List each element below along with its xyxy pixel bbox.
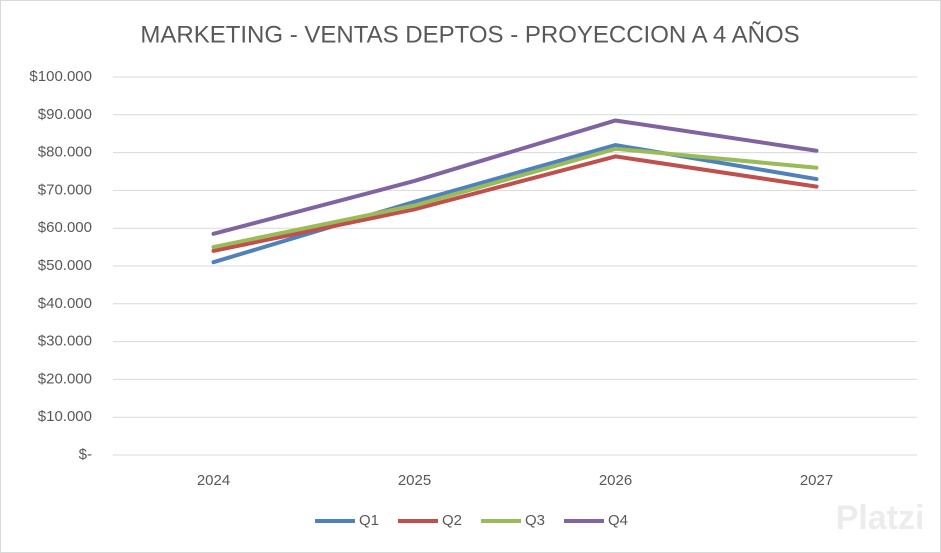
legend-label: Q4 [608,512,628,529]
legend-label: Q1 [359,512,379,529]
y-tick-label: $60.000 [38,219,92,236]
y-tick-label: $80.000 [38,144,92,161]
x-tick-label: 2025 [398,472,431,489]
watermark: Platzi [836,499,925,537]
x-tick-label: 2026 [599,472,632,489]
y-tick-label: $50.000 [38,257,92,274]
x-tick-label: 2024 [197,472,230,489]
y-tick-label: $70.000 [38,181,92,198]
y-tick-label: $- [79,446,92,463]
legend-label: Q2 [442,512,462,529]
y-tick-label: $100.000 [29,68,92,85]
y-tick-label: $40.000 [38,295,92,312]
legend-label: Q3 [525,512,545,529]
series-line [211,146,819,250]
series-line [211,154,819,253]
chart-title: MARKETING - VENTAS DEPTOS - PROYECCION A… [140,21,799,48]
series-line [211,118,819,236]
y-tick-label: $20.000 [38,370,92,387]
y-tick-label: $30.000 [38,333,92,350]
y-tick-label: $10.000 [38,408,92,425]
x-tick-label: 2027 [800,472,833,489]
y-tick-label: $90.000 [38,106,92,123]
